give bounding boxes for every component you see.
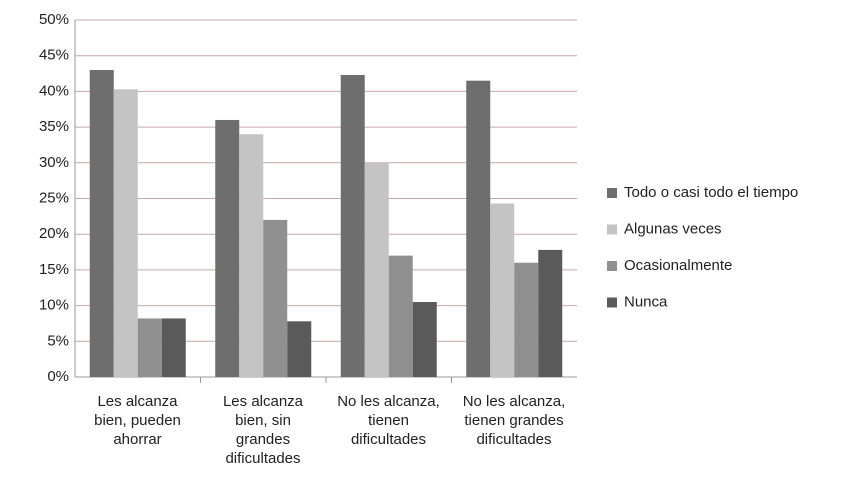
- bar: [490, 203, 515, 377]
- y-tick-label: 50%: [39, 11, 69, 28]
- bar: [137, 318, 162, 377]
- bar: [538, 249, 563, 377]
- x-tick-label: Les alcanza bien, pueden ahorrar: [94, 393, 181, 448]
- y-tick-label: 35%: [39, 118, 69, 135]
- bar: [412, 302, 437, 377]
- legend-label: Nunca: [624, 293, 668, 310]
- bar: [161, 318, 186, 377]
- x-tick-label: No les alcanza, tienen dificultades: [337, 393, 440, 448]
- legend-swatch: [607, 188, 617, 198]
- legend-label: Todo o casi todo el tiempo: [624, 184, 798, 201]
- bar: [113, 89, 138, 378]
- bar: [514, 262, 539, 377]
- x-tick-label: Les alcanza bien, sin grandes dificultad…: [222, 393, 304, 467]
- x-tick-label: No les alcanza, tienen grandes dificulta…: [462, 393, 566, 448]
- y-tick-label: 45%: [39, 47, 69, 64]
- legend-swatch: [607, 224, 617, 235]
- bar: [364, 162, 389, 377]
- legend-swatch: [607, 261, 617, 271]
- bar: [89, 69, 114, 377]
- y-tick-label: 40%: [39, 82, 69, 99]
- y-tick-label: 15%: [39, 261, 69, 278]
- bar: [388, 255, 413, 377]
- y-tick-label: 10%: [39, 297, 69, 314]
- bar: [466, 80, 491, 377]
- y-tick-label: 0%: [47, 368, 69, 385]
- bar: [340, 74, 365, 377]
- legend-swatch: [607, 297, 617, 308]
- legend-label: Algunas veces: [624, 220, 722, 237]
- y-tick-label: 25%: [39, 189, 69, 206]
- y-tick-label: 5%: [47, 332, 69, 349]
- y-tick-label: 20%: [39, 225, 69, 242]
- bar: [263, 219, 288, 377]
- bar: [287, 321, 312, 377]
- bar: [215, 119, 240, 378]
- legend-label: Ocasionalmente: [624, 257, 732, 274]
- y-tick-label: 30%: [39, 154, 69, 171]
- bar: [239, 134, 264, 377]
